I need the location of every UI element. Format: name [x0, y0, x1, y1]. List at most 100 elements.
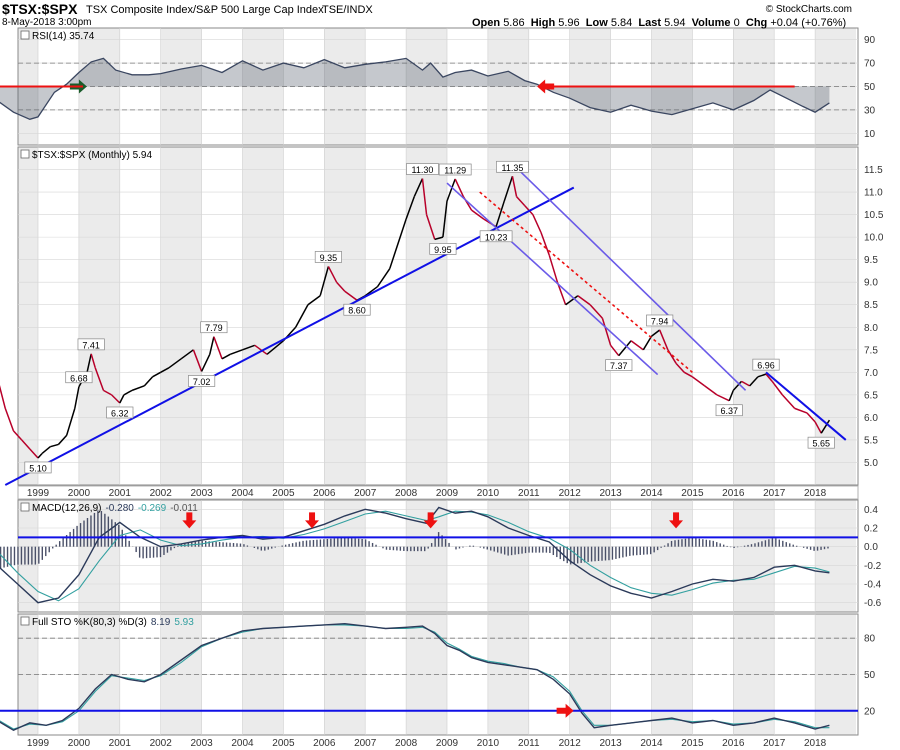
price-label: 6.32 [111, 408, 129, 418]
y-tick-label: 5.0 [864, 458, 878, 469]
year-tick-mid: 2008 [395, 488, 418, 499]
price-segment [94, 367, 105, 391]
year-tick-bottom: 2003 [190, 738, 213, 749]
y-tick-label: 5.5 [864, 435, 878, 446]
year-tick-bottom: 2004 [231, 738, 254, 749]
year-tick-bottom: 2009 [436, 738, 459, 749]
price-segment [65, 408, 76, 436]
year-tick-mid: 2015 [681, 488, 704, 499]
price-segment [103, 389, 112, 396]
price-segment [307, 295, 321, 306]
sto-k-line [0, 622, 830, 731]
price-segment [794, 407, 808, 414]
price-segment [471, 209, 485, 220]
y-tick-label: 0.4 [864, 505, 878, 516]
year-tick-bottom: 2018 [804, 738, 827, 749]
y-tick-label: 9.0 [864, 278, 878, 289]
price-label: 7.41 [82, 340, 100, 350]
y-tick-label: 6.0 [864, 413, 878, 424]
macd-label-part: -0.269 [138, 503, 167, 514]
price-segment [814, 421, 822, 434]
year-band [18, 147, 38, 485]
price-segment [221, 353, 231, 360]
price-segment [495, 200, 505, 227]
year-tick-bottom: 2002 [150, 738, 173, 749]
year-band [406, 147, 447, 485]
panel-settings-icon [20, 502, 30, 512]
volume-label: Volume [691, 17, 731, 29]
panel-frame-price [17, 146, 859, 486]
price-segment [425, 214, 436, 240]
y-tick-label: 8.5 [864, 300, 878, 311]
year-tick-mid: 2007 [354, 488, 377, 499]
price-segment [389, 218, 407, 269]
price-label: 9.95 [434, 245, 452, 255]
year-tick-mid: 2018 [804, 488, 827, 499]
price-label-box [77, 338, 105, 351]
year-band [324, 500, 366, 612]
price-label: 5.10 [29, 463, 47, 473]
price-label-box [343, 303, 371, 316]
year-tick-mid: 1999 [27, 488, 50, 499]
year-tick-bottom: 2008 [395, 738, 418, 749]
year-band [651, 500, 693, 612]
price-segment [503, 176, 514, 202]
year-tick-mid: 2011 [518, 488, 540, 499]
year-band [242, 500, 284, 612]
price-segment [532, 214, 542, 233]
price-segment [50, 443, 59, 448]
sto-label-part: 8.19 [151, 617, 171, 628]
trendline-red [479, 191, 693, 373]
price-segment [757, 373, 767, 378]
price-segment [716, 394, 730, 402]
year-band [324, 147, 366, 485]
y-tick-label: 0.2 [864, 524, 878, 535]
price-segment [12, 430, 23, 441]
price-segment [610, 344, 620, 357]
price-segment [376, 268, 391, 288]
price-segment [242, 344, 256, 351]
y-tick-label: -0.6 [864, 598, 882, 609]
price-label-box [646, 314, 674, 327]
y-tick-label: 0.0 [864, 542, 878, 553]
price-segment [143, 376, 154, 387]
price-segment [213, 336, 223, 360]
y-tick-label: 30 [864, 105, 876, 116]
year-band [569, 500, 611, 612]
symbol-title: $TSX:$SPX [2, 1, 78, 17]
macd-arrow-down [669, 512, 684, 529]
y-tick-label: 10 [864, 129, 876, 140]
symbol-description: TSX Composite Index/S&P 500 Large Cap In… [86, 4, 324, 16]
last-label: Last [638, 17, 662, 29]
year-band [78, 147, 120, 485]
year-tick-bottom: 2007 [354, 738, 377, 749]
price-segment [131, 385, 145, 392]
price-label-box [438, 163, 472, 176]
price-label: 10.23 [485, 232, 508, 242]
year-tick-bottom: 2005 [272, 738, 295, 749]
price-segment [405, 196, 415, 220]
price-segment [413, 178, 424, 197]
year-tick-bottom: 2006 [313, 738, 336, 749]
macd-label: MACD(12,26,9) -0.280 -0.269 -0.011 [32, 503, 198, 514]
year-tick-bottom: 2015 [681, 738, 704, 749]
year-tick-mid: 2009 [436, 488, 459, 499]
price-segment [192, 349, 203, 372]
price-label-box [752, 358, 780, 371]
price-label: 7.02 [193, 377, 211, 387]
price-segment [57, 434, 68, 445]
price-segment [434, 236, 444, 241]
year-band [487, 500, 529, 612]
price-segment [771, 380, 783, 396]
y-tick-label: 50 [864, 82, 876, 93]
price-segment [511, 176, 518, 197]
price-segment [0, 385, 7, 409]
price-segment [168, 358, 182, 369]
y-tick-label: 80 [864, 634, 876, 645]
price-label: 6.68 [70, 373, 88, 383]
chg-label: Chg [745, 17, 768, 29]
price-label-box [106, 406, 134, 419]
price-segment [200, 353, 211, 372]
year-tick-mid: 2012 [559, 488, 582, 499]
